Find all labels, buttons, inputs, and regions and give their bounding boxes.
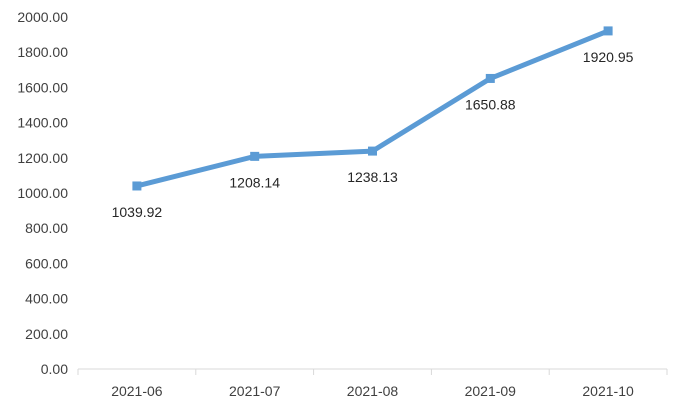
data-point-marker	[368, 146, 377, 156]
y-tick-label: 1200.00	[17, 150, 68, 166]
x-tick-label: 2021-10	[582, 383, 634, 399]
data-point-marker	[132, 181, 142, 191]
data-label: 1650.88	[465, 96, 516, 112]
y-axis-tick-labels: 0.00 200.00 400.00 600.00 800.00 1000.00 1200.…	[17, 9, 68, 377]
data-label: 1238.13	[347, 169, 398, 185]
data-label: 1208.14	[229, 174, 280, 190]
data-point-marker	[603, 26, 613, 36]
x-tick-label: 2021-08	[347, 383, 399, 399]
data-labels: 1039.92 1208.14 1238.13 1650.88 1920.95	[112, 49, 634, 220]
x-axis-tick-labels: 2021-06 2021-07 2021-08 2021-09 2021-10	[111, 383, 634, 399]
x-tick-label: 2021-07	[229, 383, 281, 399]
x-tick-label: 2021-09	[465, 383, 517, 399]
series-group	[132, 26, 613, 191]
y-tick-label: 800.00	[25, 220, 68, 236]
y-tick-label: 200.00	[25, 326, 68, 342]
x-axis	[77, 368, 668, 375]
y-tick-label: 0.00	[41, 361, 68, 377]
y-tick-label: 1000.00	[17, 185, 68, 201]
series-line	[134, 28, 611, 189]
y-tick-label: 600.00	[25, 255, 68, 271]
y-tick-label: 1400.00	[17, 115, 68, 131]
data-label: 1039.92	[112, 204, 163, 220]
y-tick-label: 1800.00	[17, 44, 68, 60]
data-point-marker	[485, 73, 495, 83]
data-label: 1920.95	[583, 49, 634, 65]
y-tick-label: 2000.00	[17, 9, 68, 25]
y-tick-label: 400.00	[25, 291, 68, 307]
x-tick-label: 2021-06	[111, 383, 163, 399]
y-tick-label: 1600.00	[17, 79, 68, 95]
data-point-marker	[250, 151, 260, 161]
